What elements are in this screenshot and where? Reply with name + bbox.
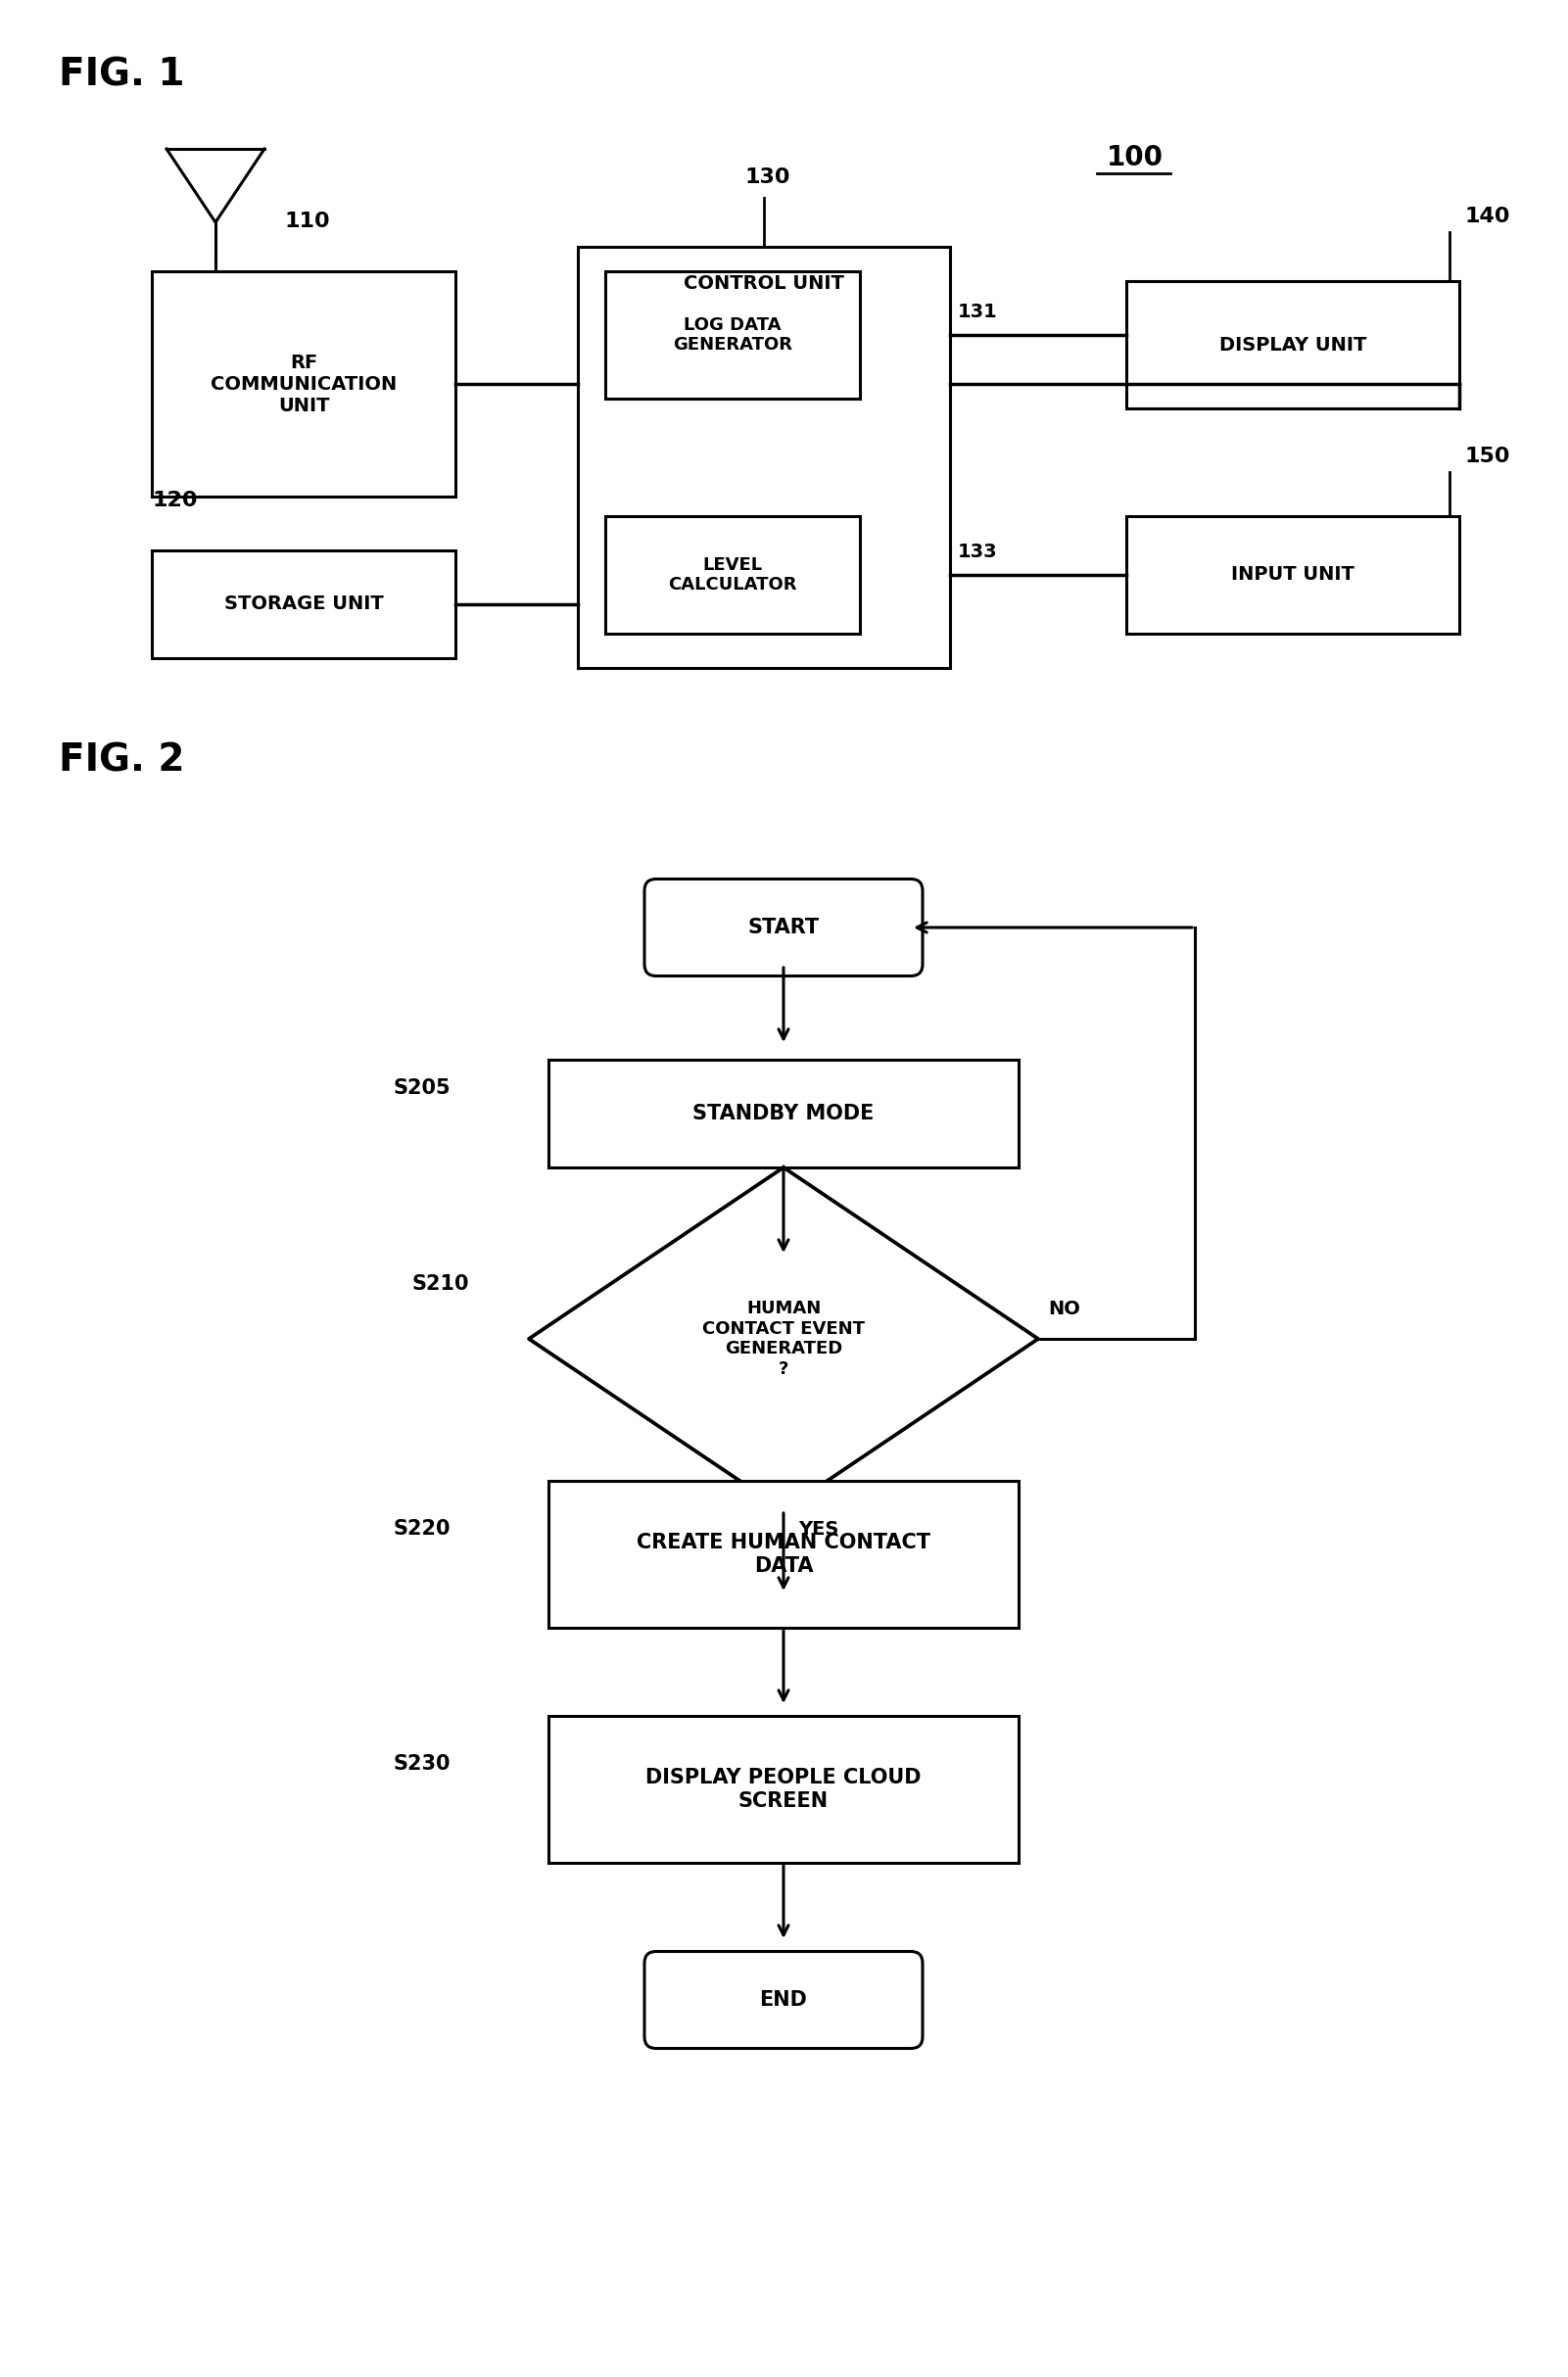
Text: CREATE HUMAN CONTACT
DATA: CREATE HUMAN CONTACT DATA [637,1533,930,1576]
Text: S210: S210 [411,1274,469,1293]
Text: S230: S230 [394,1754,450,1773]
Text: 120: 120 [152,490,198,511]
Text: CONTROL UNIT: CONTROL UNIT [684,273,844,292]
Text: 130: 130 [745,166,790,188]
FancyBboxPatch shape [1126,280,1460,409]
FancyBboxPatch shape [605,516,859,635]
FancyBboxPatch shape [605,271,859,399]
FancyBboxPatch shape [549,1060,1019,1167]
Text: FIG. 1: FIG. 1 [58,55,185,93]
FancyBboxPatch shape [1126,516,1460,635]
Text: S205: S205 [394,1079,450,1098]
Text: 131: 131 [958,302,997,321]
Text: NO: NO [1047,1300,1080,1319]
Text: LOG DATA
GENERATOR: LOG DATA GENERATOR [673,316,792,354]
Text: INPUT UNIT: INPUT UNIT [1231,566,1355,585]
FancyBboxPatch shape [644,879,922,977]
Text: LEVEL
CALCULATOR: LEVEL CALCULATOR [668,556,797,594]
Text: START: START [748,918,820,937]
Text: 100: 100 [1107,145,1163,171]
Text: STORAGE UNIT: STORAGE UNIT [224,594,383,613]
Text: S220: S220 [394,1519,450,1538]
Text: HUMAN
CONTACT EVENT
GENERATED
?: HUMAN CONTACT EVENT GENERATED ? [702,1300,866,1379]
FancyBboxPatch shape [152,271,455,497]
Text: DISPLAY UNIT: DISPLAY UNIT [1220,335,1366,354]
Text: 150: 150 [1465,447,1510,466]
Text: 140: 140 [1465,207,1510,226]
Text: 110: 110 [284,212,329,231]
FancyBboxPatch shape [549,1716,1019,1864]
Text: FIG. 2: FIG. 2 [58,742,185,780]
Text: RF
COMMUNICATION
UNIT: RF COMMUNICATION UNIT [210,354,397,414]
Text: YES: YES [798,1519,839,1538]
FancyBboxPatch shape [152,551,455,658]
Text: 133: 133 [958,542,997,561]
Text: DISPLAY PEOPLE CLOUD
SCREEN: DISPLAY PEOPLE CLOUD SCREEN [646,1768,922,1811]
FancyBboxPatch shape [644,1952,922,2049]
FancyBboxPatch shape [549,1481,1019,1628]
Text: END: END [759,1990,808,2009]
Text: STANDBY MODE: STANDBY MODE [693,1103,875,1124]
FancyBboxPatch shape [579,247,950,668]
